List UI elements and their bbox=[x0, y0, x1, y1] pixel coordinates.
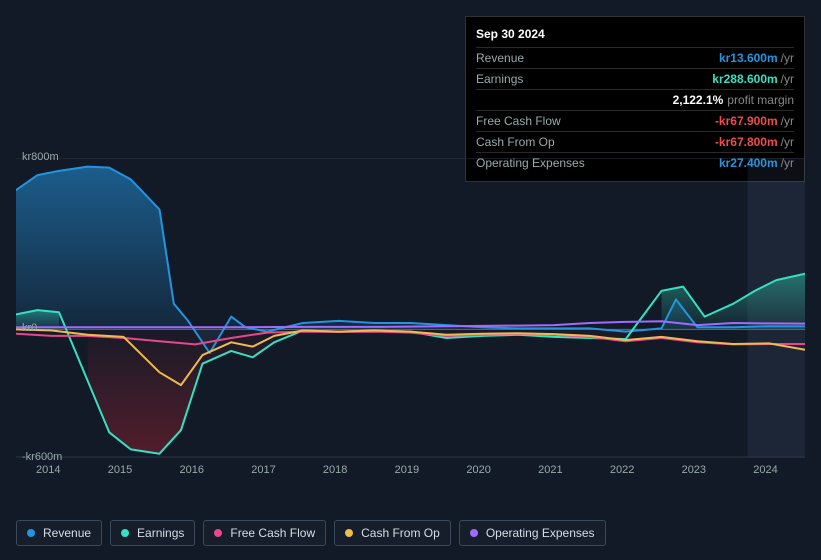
tooltip-label: Free Cash Flow bbox=[476, 114, 561, 128]
chart-legend: Revenue Earnings Free Cash Flow Cash From O… bbox=[16, 520, 606, 546]
x-axis-label: 2014 bbox=[36, 464, 60, 476]
legend-label: Operating Expenses bbox=[486, 526, 595, 540]
x-axis-label: 2015 bbox=[108, 464, 132, 476]
y-axis-label: kr800m bbox=[22, 151, 59, 163]
x-axis-label: 2023 bbox=[682, 464, 706, 476]
x-axis-label: 2018 bbox=[323, 464, 347, 476]
legend-label: Cash From Op bbox=[361, 526, 440, 540]
tooltip-label: Cash From Op bbox=[476, 135, 555, 149]
tooltip-title: Sep 30 2024 bbox=[476, 23, 794, 47]
financials-chart[interactable] bbox=[16, 158, 805, 458]
tooltip-value: kr13.600m/yr bbox=[719, 51, 794, 65]
x-axis-label: 2022 bbox=[610, 464, 634, 476]
legend-item[interactable]: Free Cash Flow bbox=[203, 520, 326, 546]
y-axis-label: -kr600m bbox=[22, 451, 62, 463]
tooltip-row: Revenue kr13.600m/yr bbox=[476, 47, 794, 68]
x-axis-label: 2017 bbox=[251, 464, 275, 476]
x-axis-label: 2016 bbox=[179, 464, 203, 476]
legend-swatch bbox=[470, 529, 478, 537]
legend-item[interactable]: Earnings bbox=[110, 520, 195, 546]
tooltip-subrow: 2,122.1%profit margin bbox=[476, 89, 794, 110]
legend-item[interactable]: Cash From Op bbox=[334, 520, 451, 546]
legend-swatch bbox=[121, 529, 129, 537]
tooltip-value: -kr67.800m/yr bbox=[715, 135, 794, 149]
tooltip-row: Earnings kr288.600m/yr bbox=[476, 68, 794, 89]
tooltip-label: Earnings bbox=[476, 72, 523, 86]
tooltip-row: Cash From Op -kr67.800m/yr bbox=[476, 131, 794, 152]
legend-label: Earnings bbox=[137, 526, 184, 540]
x-axis-label: 2020 bbox=[466, 464, 490, 476]
legend-label: Free Cash Flow bbox=[230, 526, 315, 540]
legend-swatch bbox=[27, 529, 35, 537]
tooltip-label: Revenue bbox=[476, 51, 524, 65]
tooltip-row: Free Cash Flow -kr67.900m/yr bbox=[476, 110, 794, 131]
x-axis-label: 2019 bbox=[395, 464, 419, 476]
tooltip-value: -kr67.900m/yr bbox=[715, 114, 794, 128]
legend-swatch bbox=[214, 529, 222, 537]
legend-label: Revenue bbox=[43, 526, 91, 540]
chart-area: kr800mkr0-kr600m bbox=[16, 158, 805, 458]
legend-item[interactable]: Operating Expenses bbox=[459, 520, 606, 546]
tooltip-value: kr288.600m/yr bbox=[712, 72, 794, 86]
legend-swatch bbox=[345, 529, 353, 537]
y-axis-label: kr0 bbox=[22, 322, 37, 334]
x-axis-label: 2024 bbox=[753, 464, 777, 476]
legend-item[interactable]: Revenue bbox=[16, 520, 102, 546]
x-axis-label: 2021 bbox=[538, 464, 562, 476]
